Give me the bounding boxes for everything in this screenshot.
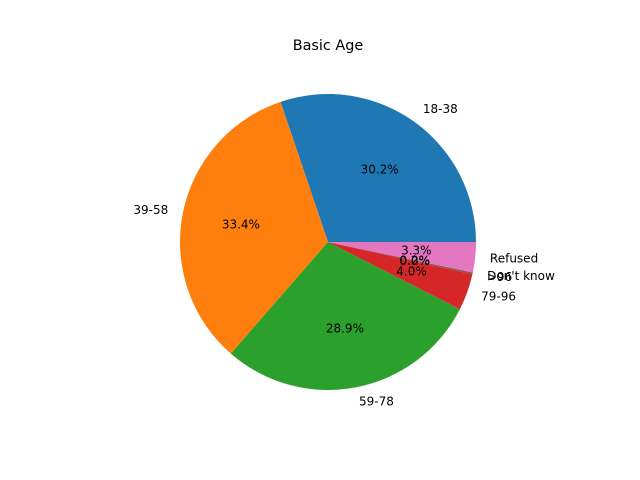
slice-79-96 <box>328 242 473 310</box>
slice-18-38 <box>280 94 477 242</box>
slice-label-79-96: 79-96 <box>481 290 516 304</box>
slice-label-96: >96 <box>487 270 512 284</box>
slice-refused <box>328 242 476 273</box>
slice-pct-96: 0.0% <box>399 254 430 268</box>
slice-label-18-38: 18-38 <box>423 102 458 116</box>
slice-59-78 <box>230 242 460 391</box>
slice-don-t-know <box>328 242 473 275</box>
slice-label-59-78: 59-78 <box>359 394 394 408</box>
slice-label-don-t-know: Don't know <box>487 269 555 283</box>
labels-group: 18-38 30.2% 39-58 33.4% 59-78 28.9% 79-96 4.0% >… <box>133 102 555 408</box>
slice-label-39-58: 39-58 <box>133 203 168 217</box>
slice-pct-79-96: 4.0% <box>396 265 427 279</box>
slice-pct-refused: 3.3% <box>401 244 432 258</box>
slice-pct-39-58: 33.4% <box>222 217 260 231</box>
slice-pct-18-38: 30.2% <box>361 162 399 176</box>
slice-pct-don-t-know: 0.2% <box>400 253 431 267</box>
slices-group <box>179 94 477 391</box>
slice-39-58 <box>179 101 328 354</box>
slice-label-refused: Refused <box>490 251 538 265</box>
slice-pct-59-78: 28.9% <box>326 322 364 336</box>
chart-title: Basic Age <box>293 38 364 54</box>
